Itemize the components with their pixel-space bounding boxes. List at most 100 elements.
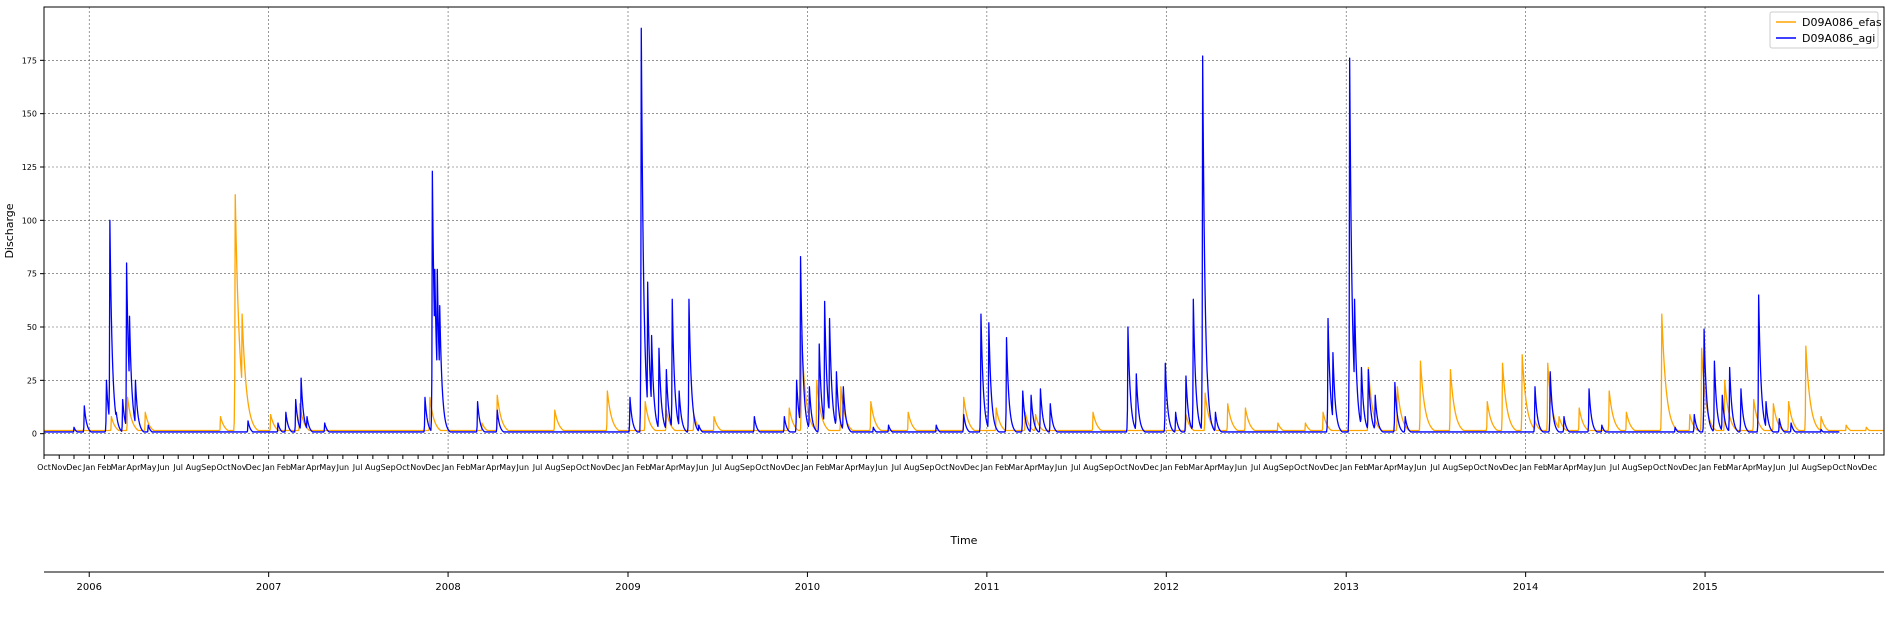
year-axis: 2006 2007 2008 2009 2010 2011 2012 2013 2014 2015	[44, 571, 1884, 593]
year-tick-label: 2006	[76, 582, 101, 593]
plot-frame	[43, 6, 1885, 456]
x-tick-label: Sep	[740, 463, 755, 472]
x-tick-label: Jun	[1234, 463, 1248, 472]
x-tick-label: Dec	[1682, 463, 1697, 472]
x-tick-label: Sep	[381, 463, 396, 472]
x-tick-label: Dec	[425, 463, 440, 472]
x-tick-label: Aug	[1263, 463, 1279, 472]
x-tick-label: Jan	[261, 463, 274, 472]
x-tick-label: Jan	[800, 463, 813, 472]
x-tick-label: Oct	[1653, 463, 1667, 472]
x-tick-label: Jul	[352, 463, 363, 472]
x-tick-label: Jan	[1159, 463, 1172, 472]
year-tick-label: 2009	[615, 582, 640, 593]
x-tick-label: Dec	[784, 463, 799, 472]
y-tick-label: 100	[22, 216, 37, 225]
x-tick-label: Apr	[486, 463, 501, 472]
y-tick-label: 50	[27, 323, 37, 332]
x-tick-label: Sep	[1279, 463, 1294, 472]
x-tick-label: Oct	[1832, 463, 1846, 472]
x-tick-label: Oct	[37, 463, 51, 472]
x-tick-label: Jul	[172, 463, 183, 472]
series-layer	[43, 27, 1885, 433]
plot-area	[43, 6, 1885, 456]
x-tick-label: Sep	[1458, 463, 1473, 472]
x-tick-label: Dec	[1862, 463, 1877, 472]
x-tick-label: Nov	[410, 463, 426, 472]
x-tick-label: May	[858, 463, 875, 472]
x-tick-label: Apr	[665, 463, 680, 472]
x-tick-label: Apr	[1384, 463, 1399, 472]
x-tick-label: Dec	[66, 463, 81, 472]
x-tick-label: Jun	[695, 463, 709, 472]
x-tick-label: Apr	[845, 463, 860, 472]
x-tick-label: Jan	[1339, 463, 1352, 472]
x-tick-label: Apr	[1204, 463, 1219, 472]
legend: D09A086_efas D09A086_agi	[1769, 11, 1882, 49]
x-tick-label: Oct	[1473, 463, 1487, 472]
x-tick-label: Dec	[605, 463, 620, 472]
x-tick-label: Jul	[1609, 463, 1620, 472]
x-tick-label: Jan	[82, 463, 95, 472]
x-axis: Oct Nov Dec Jan Feb Mar Apr May Jun Jul Aug Sep Oct N…	[37, 455, 1877, 472]
x-tick-label: Mar	[1188, 463, 1204, 472]
x-tick-label: Jun	[874, 463, 888, 472]
legend-label-agi: D09A086_agi	[1802, 32, 1875, 45]
x-tick-label: Jun	[1593, 463, 1607, 472]
x-tick-label: Jun	[336, 463, 350, 472]
y-tick-label: 75	[27, 270, 37, 279]
x-tick-label: Aug	[904, 463, 920, 472]
year-tick-label: 2014	[1513, 582, 1538, 593]
x-tick-label: Sep	[1099, 463, 1114, 472]
x-tick-label: Dec	[1143, 463, 1158, 472]
year-tick-label: 2007	[256, 582, 281, 593]
grid-lines	[44, 7, 1884, 455]
x-tick-label: Mar	[649, 463, 665, 472]
x-tick-label: Nov	[949, 463, 965, 472]
x-tick-label: Feb	[995, 463, 1009, 472]
x-tick-label: May	[1397, 463, 1414, 472]
x-tick-label: Mar	[1727, 463, 1743, 472]
x-tick-label: May	[499, 463, 516, 472]
x-tick-label: Mar	[1547, 463, 1563, 472]
x-tick-label: Oct	[217, 463, 231, 472]
x-tick-label: Jan	[980, 463, 993, 472]
x-tick-label: Feb	[1534, 463, 1548, 472]
x-tick-label: Feb	[1174, 463, 1188, 472]
x-tick-label: May	[1756, 463, 1773, 472]
series-line-efas	[43, 194, 1885, 432]
x-tick-label: Nov	[770, 463, 786, 472]
y-tick-label: 150	[22, 110, 37, 119]
x-tick-label: Feb	[1354, 463, 1368, 472]
x-tick-label: Aug	[1801, 463, 1817, 472]
year-tick-label: 2008	[435, 582, 460, 593]
x-tick-label: Feb	[97, 463, 111, 472]
year-tick-label: 2010	[795, 582, 820, 593]
x-tick-label: Aug	[724, 463, 740, 472]
x-tick-label: Nov	[1488, 463, 1504, 472]
x-tick-label: Apr	[306, 463, 321, 472]
x-tick-label: Aug	[365, 463, 381, 472]
x-tick-label: Jul	[532, 463, 543, 472]
x-tick-label: Jul	[711, 463, 722, 472]
x-tick-label: Apr	[1024, 463, 1039, 472]
y-tick-label: 25	[27, 376, 37, 385]
x-tick-label: Sep	[1817, 463, 1832, 472]
x-tick-label: Mar	[1368, 463, 1384, 472]
x-tick-label: Sep	[1638, 463, 1653, 472]
x-tick-label: Nov	[1308, 463, 1324, 472]
x-tick-label: Feb	[816, 463, 830, 472]
y-axis: 0 25 50 75 100 125 150 175	[22, 56, 44, 439]
x-tick-label: May	[1576, 463, 1593, 472]
y-tick-label: 175	[22, 56, 37, 65]
x-tick-label: Aug	[545, 463, 561, 472]
x-tick-label: Oct	[576, 463, 590, 472]
x-tick-label: Nov	[1667, 463, 1683, 472]
x-tick-label: Dec	[964, 463, 979, 472]
x-tick-label: Aug	[1443, 463, 1459, 472]
x-tick-label: Oct	[935, 463, 949, 472]
x-tick-label: Aug	[186, 463, 202, 472]
x-tick-label: May	[1217, 463, 1234, 472]
x-tick-label: Mar	[290, 463, 306, 472]
year-tick-label: 2012	[1154, 582, 1179, 593]
